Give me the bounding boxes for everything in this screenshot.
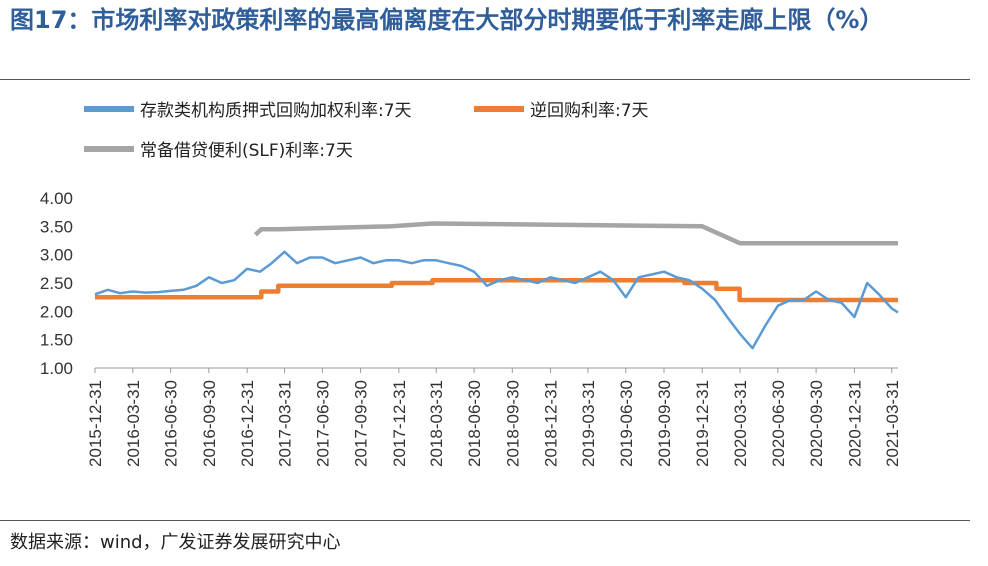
- x-tick-label: 2019-03-31: [579, 380, 598, 467]
- x-tick-label: 2017-12-31: [390, 380, 409, 467]
- title-divider: [0, 79, 970, 80]
- x-tick-label: 2018-12-31: [542, 380, 561, 467]
- x-tick-label: 2019-09-30: [655, 380, 674, 467]
- y-tick-label: 3.00: [40, 246, 73, 265]
- x-tick-label: 2016-06-30: [162, 380, 181, 467]
- title-text: 市场利率对政策利率的最高偏离度在大部分时期要低于利率走廊上限（%）: [91, 6, 884, 34]
- x-tick-label: 2017-06-30: [313, 380, 332, 467]
- x-tick-label: 2018-09-30: [503, 380, 522, 467]
- x-tick-label: 2018-06-30: [465, 380, 484, 467]
- footer-divider: [0, 520, 970, 521]
- y-tick-label: 3.50: [40, 217, 73, 236]
- x-tick-label: 2020-09-30: [807, 380, 826, 467]
- x-tick-label: 2020-03-31: [731, 380, 750, 467]
- y-tick-label: 2.50: [40, 274, 73, 293]
- x-tick-label: 2017-03-31: [276, 380, 295, 467]
- figure-label: 图17：: [10, 6, 92, 34]
- y-tick-label: 1.00: [40, 359, 73, 378]
- source-note: 数据来源：wind，广发证券发展研究中心: [10, 532, 341, 553]
- chart-title: 图17：市场利率对政策利率的最高偏离度在大部分时期要低于利率走廊上限（%）: [10, 2, 970, 38]
- legend-swatch-repo: [84, 105, 134, 112]
- x-tick-label: 2020-06-30: [769, 380, 788, 467]
- legend-swatch-reverse-repo: [474, 105, 524, 112]
- y-tick-label: 2.00: [40, 302, 73, 321]
- x-tick-label: 2019-12-31: [693, 380, 712, 467]
- y-tick-label: 4.00: [40, 189, 73, 208]
- x-tick-label: 2019-06-30: [617, 380, 636, 467]
- series-line-reverse-repo: [95, 277, 898, 303]
- x-tick-label: 2015-12-31: [86, 380, 105, 467]
- legend-item-reverse-repo: 逆回购利率:7天: [474, 96, 649, 121]
- legend-swatch-slf: [84, 145, 134, 152]
- legend-item-slf: 常备借贷便利(SLF)利率:7天: [84, 136, 353, 161]
- x-tick-label: 2016-09-30: [200, 380, 219, 467]
- legend-label-repo: 存款类机构质押式回购加权利率:7天: [140, 101, 412, 121]
- y-tick-label: 1.50: [40, 331, 73, 350]
- x-tick-label: 2021-03-31: [883, 380, 902, 467]
- legend-label-slf: 常备借贷便利(SLF)利率:7天: [140, 141, 353, 161]
- series-line-repo-rate: [94, 250, 899, 350]
- x-tick-label: 2016-12-31: [238, 380, 257, 467]
- x-tick-label: 2020-12-31: [845, 380, 864, 467]
- legend-item-repo: 存款类机构质押式回购加权利率:7天: [84, 96, 412, 121]
- legend-label-reverse-repo: 逆回购利率:7天: [530, 101, 649, 121]
- x-tick-label: 2018-03-31: [427, 380, 446, 467]
- series-line-slf: [253, 221, 898, 246]
- x-tick-label: 2017-09-30: [352, 380, 371, 467]
- x-tick-label: 2016-03-31: [124, 380, 143, 467]
